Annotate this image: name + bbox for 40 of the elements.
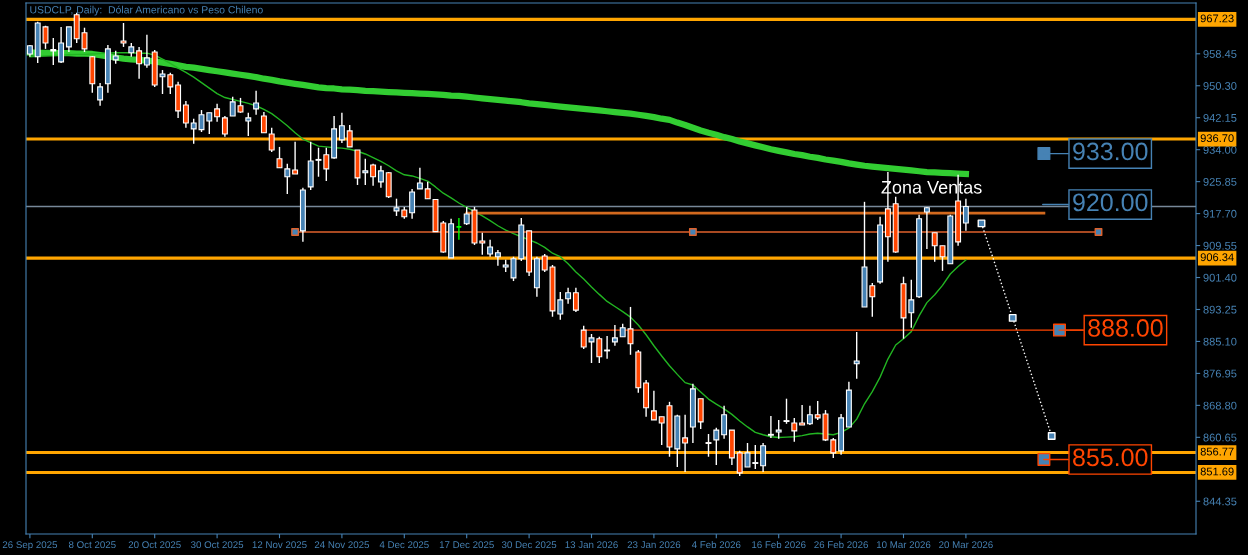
x-tick-label: 12 Nov 2025 — [252, 541, 307, 549]
y-tick-label: 860.65 — [1203, 433, 1237, 442]
x-tick-label: 20 Oct 2025 — [128, 541, 181, 549]
x-tick-label: 16 Feb 2026 — [752, 540, 806, 549]
y-tick-label: 950.30 — [1203, 82, 1237, 90]
y-tick-label: 876.95 — [1203, 369, 1237, 378]
y-tick-label: 844.35 — [1203, 497, 1237, 506]
ref-line-label: 851.69 — [1200, 467, 1234, 476]
y-tick-label: 901.40 — [1203, 273, 1237, 282]
x-tick-label: 4 Dec 2025 — [379, 541, 429, 549]
annotation: 933.00 — [1073, 142, 1148, 161]
x-tick-label: 4 Feb 2026 — [691, 540, 741, 549]
x-tick-label: 26 Sep 2025 — [2, 541, 58, 551]
x-tick-label: 30 Dec 2025 — [501, 541, 557, 549]
y-tick-label: 917.70 — [1203, 209, 1237, 218]
x-tick-label: 30 Oct 2025 — [190, 541, 244, 549]
x-tick-label: 26 Feb 2026 — [814, 540, 868, 549]
ref-line-label: 906.34 — [1200, 253, 1234, 262]
y-tick-label: 942.15 — [1203, 113, 1237, 122]
y-tick-label: 958.45 — [1203, 50, 1237, 58]
x-tick-label: 13 Jan 2026 — [565, 541, 618, 549]
annotation: 888.00 — [1088, 319, 1163, 337]
y-tick-label: 934.00 — [1203, 145, 1237, 154]
ref-line-label: 936.70 — [1200, 134, 1234, 143]
annotation: 855.00 — [1073, 448, 1148, 467]
chart-title: USDCLP, Daily: Dólar Americano vs Peso Chileno — [30, 5, 263, 16]
x-tick-label: 10 Mar 2026 — [876, 541, 931, 549]
x-tick-label: 23 Jan 2026 — [627, 541, 681, 549]
x-tick-label: 8 Oct 2025 — [68, 541, 116, 549]
ref-line-label: 856.77 — [1200, 447, 1234, 456]
y-tick-label: 909.55 — [1203, 241, 1237, 250]
y-tick-label: 885.10 — [1203, 337, 1237, 346]
x-tick-label: 24 Nov 2025 — [314, 541, 370, 549]
annotation: 920.00 — [1073, 193, 1148, 212]
ref-line-label: 967.23 — [1200, 14, 1234, 23]
y-tick-label: 868.80 — [1203, 401, 1237, 410]
x-tick-label: 20 Mar 2026 — [939, 541, 993, 549]
x-tick-label: 17 Dec 2025 — [439, 541, 494, 549]
y-tick-label: 925.85 — [1203, 177, 1237, 186]
y-tick-label: 893.25 — [1203, 305, 1237, 314]
